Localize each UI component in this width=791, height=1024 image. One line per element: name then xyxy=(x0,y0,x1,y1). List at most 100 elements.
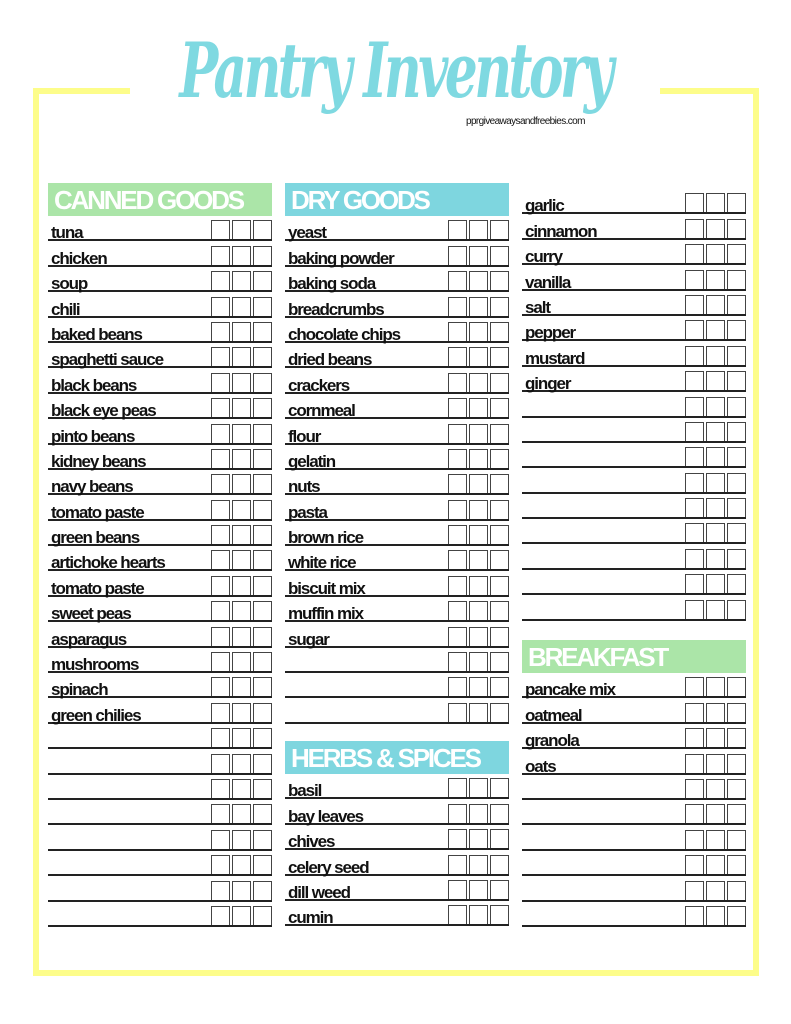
checkbox[interactable] xyxy=(706,193,725,213)
checkbox[interactable] xyxy=(685,574,704,594)
checkbox[interactable] xyxy=(253,855,272,875)
checkbox[interactable] xyxy=(469,575,488,595)
checkbox[interactable] xyxy=(685,855,704,875)
checkbox[interactable] xyxy=(469,347,488,367)
checkbox[interactable] xyxy=(706,320,725,340)
checkbox[interactable] xyxy=(469,601,488,621)
checkbox[interactable] xyxy=(727,728,746,748)
checkbox[interactable] xyxy=(469,271,488,291)
checkbox[interactable] xyxy=(253,525,272,545)
checkbox[interactable] xyxy=(685,218,704,238)
checkbox[interactable] xyxy=(253,626,272,646)
checkbox[interactable] xyxy=(232,321,251,341)
checkbox[interactable] xyxy=(211,905,230,925)
checkbox[interactable] xyxy=(232,905,251,925)
checkbox[interactable] xyxy=(253,321,272,341)
checkbox[interactable] xyxy=(685,829,704,849)
checkbox[interactable] xyxy=(490,271,509,291)
checkbox[interactable] xyxy=(448,778,467,798)
checkbox[interactable] xyxy=(685,753,704,773)
checkbox[interactable] xyxy=(232,601,251,621)
checkbox[interactable] xyxy=(706,855,725,875)
checkbox[interactable] xyxy=(211,880,230,900)
checkbox[interactable] xyxy=(490,905,509,925)
checkbox[interactable] xyxy=(232,296,251,316)
checkbox[interactable] xyxy=(706,677,725,697)
checkbox[interactable] xyxy=(232,550,251,570)
checkbox[interactable] xyxy=(211,220,230,240)
checkbox[interactable] xyxy=(490,347,509,367)
checkbox[interactable] xyxy=(253,601,272,621)
checkbox[interactable] xyxy=(448,296,467,316)
checkbox[interactable] xyxy=(211,398,230,418)
checkbox[interactable] xyxy=(706,905,725,925)
checkbox[interactable] xyxy=(232,474,251,494)
checkbox[interactable] xyxy=(211,778,230,798)
checkbox[interactable] xyxy=(211,474,230,494)
checkbox[interactable] xyxy=(448,423,467,443)
checkbox[interactable] xyxy=(490,220,509,240)
checkbox[interactable] xyxy=(448,245,467,265)
checkbox[interactable] xyxy=(448,525,467,545)
checkbox[interactable] xyxy=(211,525,230,545)
checkbox[interactable] xyxy=(727,702,746,722)
checkbox[interactable] xyxy=(448,398,467,418)
checkbox[interactable] xyxy=(490,702,509,722)
checkbox[interactable] xyxy=(448,803,467,823)
checkbox[interactable] xyxy=(685,269,704,289)
checkbox[interactable] xyxy=(490,550,509,570)
checkbox[interactable] xyxy=(490,423,509,443)
checkbox[interactable] xyxy=(727,294,746,314)
checkbox[interactable] xyxy=(727,498,746,518)
checkbox[interactable] xyxy=(253,271,272,291)
checkbox[interactable] xyxy=(253,778,272,798)
checkbox[interactable] xyxy=(448,372,467,392)
checkbox[interactable] xyxy=(448,879,467,899)
checkbox[interactable] xyxy=(727,421,746,441)
checkbox[interactable] xyxy=(253,677,272,697)
checkbox[interactable] xyxy=(253,728,272,748)
checkbox[interactable] xyxy=(232,626,251,646)
checkbox[interactable] xyxy=(727,804,746,824)
checkbox[interactable] xyxy=(469,245,488,265)
checkbox[interactable] xyxy=(448,321,467,341)
checkbox[interactable] xyxy=(469,854,488,874)
checkbox[interactable] xyxy=(727,574,746,594)
checkbox[interactable] xyxy=(685,728,704,748)
checkbox[interactable] xyxy=(706,447,725,467)
checkbox[interactable] xyxy=(469,879,488,899)
checkbox[interactable] xyxy=(685,345,704,365)
checkbox[interactable] xyxy=(211,423,230,443)
checkbox[interactable] xyxy=(469,803,488,823)
checkbox[interactable] xyxy=(685,548,704,568)
checkbox[interactable] xyxy=(490,474,509,494)
checkbox[interactable] xyxy=(685,472,704,492)
checkbox[interactable] xyxy=(253,804,272,824)
checkbox[interactable] xyxy=(706,218,725,238)
checkbox[interactable] xyxy=(469,702,488,722)
checkbox[interactable] xyxy=(706,880,725,900)
checkbox[interactable] xyxy=(211,321,230,341)
checkbox[interactable] xyxy=(490,245,509,265)
checkbox[interactable] xyxy=(232,525,251,545)
checkbox[interactable] xyxy=(727,218,746,238)
checkbox[interactable] xyxy=(448,550,467,570)
checkbox[interactable] xyxy=(706,523,725,543)
checkbox[interactable] xyxy=(211,296,230,316)
checkbox[interactable] xyxy=(448,601,467,621)
checkbox[interactable] xyxy=(727,599,746,619)
checkbox[interactable] xyxy=(490,879,509,899)
checkbox[interactable] xyxy=(706,371,725,391)
checkbox[interactable] xyxy=(490,803,509,823)
checkbox[interactable] xyxy=(490,525,509,545)
checkbox[interactable] xyxy=(469,321,488,341)
checkbox[interactable] xyxy=(469,423,488,443)
checkbox[interactable] xyxy=(253,905,272,925)
checkbox[interactable] xyxy=(448,652,467,672)
checkbox[interactable] xyxy=(469,652,488,672)
checkbox[interactable] xyxy=(253,372,272,392)
checkbox[interactable] xyxy=(706,753,725,773)
checkbox[interactable] xyxy=(490,321,509,341)
checkbox[interactable] xyxy=(490,829,509,849)
checkbox[interactable] xyxy=(685,371,704,391)
